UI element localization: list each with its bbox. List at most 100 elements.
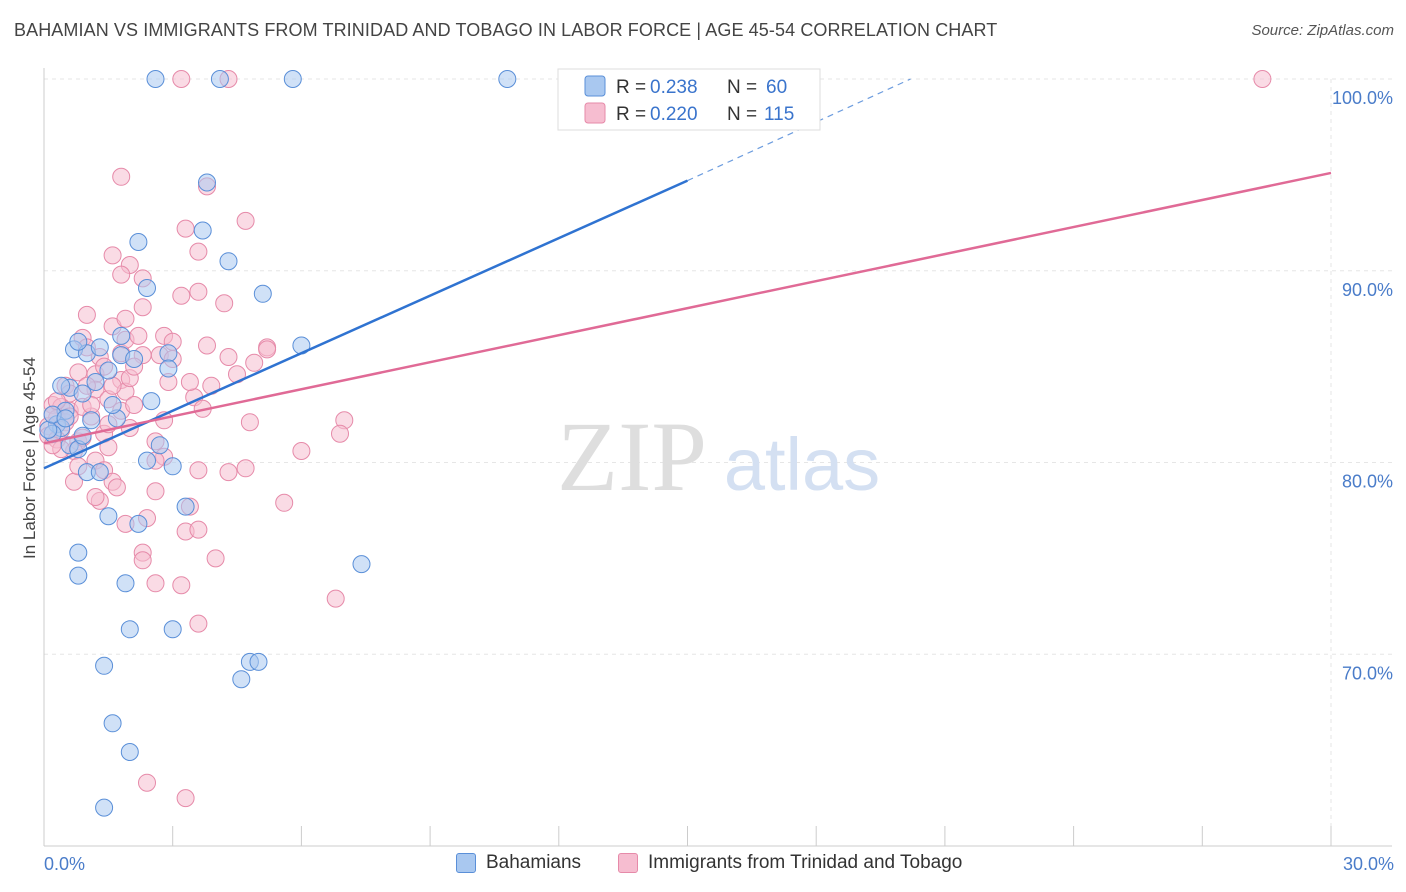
axes (43, 68, 1392, 847)
trinidad-point (138, 773, 156, 792)
trinidad-point (176, 219, 195, 238)
series-legend: Bahamians Immigrants from Trinidad and T… (0, 852, 1406, 878)
trinidad-point (189, 242, 208, 261)
trinidad-point (180, 373, 199, 391)
trinidad-point (1253, 70, 1272, 88)
legend-r-label-1: R = (616, 77, 646, 98)
bahamian-point (69, 543, 88, 562)
trinidad-point (189, 282, 208, 301)
bahamian-point (103, 396, 122, 414)
trinidad-point (245, 353, 264, 372)
bahamian-point (112, 326, 131, 345)
tick-labels: 70.0% 80.0% 90.0% 100.0% 0.0% 30.0% (44, 88, 1394, 874)
bahamians-swatch (456, 853, 476, 873)
trinidad-point (236, 211, 255, 230)
bahamian-point (86, 373, 105, 391)
trinidad-point (172, 70, 191, 88)
trinidad-point (275, 493, 294, 512)
trinidad-point (189, 520, 208, 539)
bahamian-point (90, 463, 109, 482)
trinidad-point (236, 459, 255, 478)
bahamian-point (52, 376, 71, 395)
trinidad-point (133, 298, 152, 317)
bahamian-point (116, 574, 135, 593)
bahamian-point (73, 384, 92, 403)
bahamian-point (125, 350, 144, 368)
watermark-atlas: atlas (724, 423, 880, 506)
trinidad-point (219, 348, 238, 366)
trinidad-point (292, 442, 311, 460)
trinidad-point (198, 336, 216, 355)
legend-n-label-2: N = (727, 104, 757, 125)
watermark: ZIP atlas (557, 401, 880, 512)
bahamian-point (210, 70, 229, 88)
trinidad-point (103, 376, 122, 395)
trinidad-point (172, 576, 191, 595)
trinidad-point (129, 326, 148, 345)
bahamian-point (56, 409, 75, 428)
y-tick-label: 80.0% (1342, 472, 1393, 492)
y-tick-label: 90.0% (1342, 280, 1393, 300)
trinidad-point (133, 551, 152, 570)
stats-legend: R = 0.238 N = 60 R = 0.220 N = 115 (557, 68, 821, 131)
x-tick-label-max: 30.0% (1343, 854, 1394, 874)
trinidad-point (116, 309, 135, 328)
trinidad-point (189, 614, 208, 633)
bahamian-point (146, 70, 165, 88)
trinidad-point (172, 286, 191, 305)
y-tick-label: 100.0% (1332, 88, 1393, 108)
bahamian-point (249, 652, 268, 671)
bahamian-point (253, 284, 272, 303)
bahamian-point (150, 436, 169, 455)
trinidad-point (189, 461, 208, 480)
trinidad-point (86, 488, 105, 506)
bahamian-point (39, 420, 58, 439)
trinidad-point (112, 167, 131, 186)
source-label: Source: ZipAtlas.com (1251, 22, 1394, 39)
trinidad-point (215, 294, 234, 313)
bahamian-point (159, 344, 178, 363)
bahamian-point (138, 451, 156, 470)
bahamian-point (69, 566, 88, 585)
bahamian-point (193, 221, 212, 240)
trinidad-point (326, 589, 345, 608)
trinidad-point (125, 396, 144, 414)
trinidad-legend-label: Immigrants from Trinidad and Tobago (648, 852, 963, 873)
legend-n-label-1: N = (727, 77, 757, 98)
trinidad-point (103, 246, 122, 265)
bahamian-point (82, 411, 101, 430)
y-axis-label: In Labor Force | Age 45-54 (20, 357, 39, 559)
legend-n-value-2: 115 (764, 104, 794, 125)
legend-item-bahamians: Bahamians (456, 852, 581, 874)
trinidad-point (146, 574, 165, 593)
legend-r-value-1: 0.238 (650, 77, 698, 98)
chart-title: BAHAMIAN VS IMMIGRANTS FROM TRINIDAD AND… (14, 20, 998, 40)
gridlines (44, 78, 1392, 846)
legend-n-value-1: 60 (766, 77, 787, 98)
bahamian-point (159, 359, 178, 378)
bahamian-point (283, 70, 302, 88)
bahamian-point (219, 252, 238, 271)
x-tick-label-min: 0.0% (44, 854, 85, 874)
bahamian-point (198, 173, 216, 192)
bahamian-point (95, 798, 114, 817)
bahamian-point (99, 507, 118, 526)
trinidad-point (331, 424, 349, 443)
bahamian-point (129, 233, 148, 251)
series-bahamians-points (39, 70, 517, 817)
bahamian-point (352, 555, 371, 574)
bahamian-point (163, 620, 182, 639)
legend-item-trinidad: Immigrants from Trinidad and Tobago (618, 852, 962, 874)
trinidad-point (258, 340, 277, 359)
y-tick-label: 70.0% (1342, 663, 1393, 683)
bahamian-point (99, 361, 118, 380)
bahamian-point (69, 332, 88, 351)
trinidad-swatch (618, 853, 638, 873)
bahamian-point (232, 670, 251, 689)
watermark-zip: ZIP (557, 401, 707, 512)
bahamian-point (120, 743, 139, 761)
bahamian-point (138, 279, 156, 297)
legend-swatch-pink (584, 102, 606, 124)
trinidad-point (112, 265, 131, 284)
